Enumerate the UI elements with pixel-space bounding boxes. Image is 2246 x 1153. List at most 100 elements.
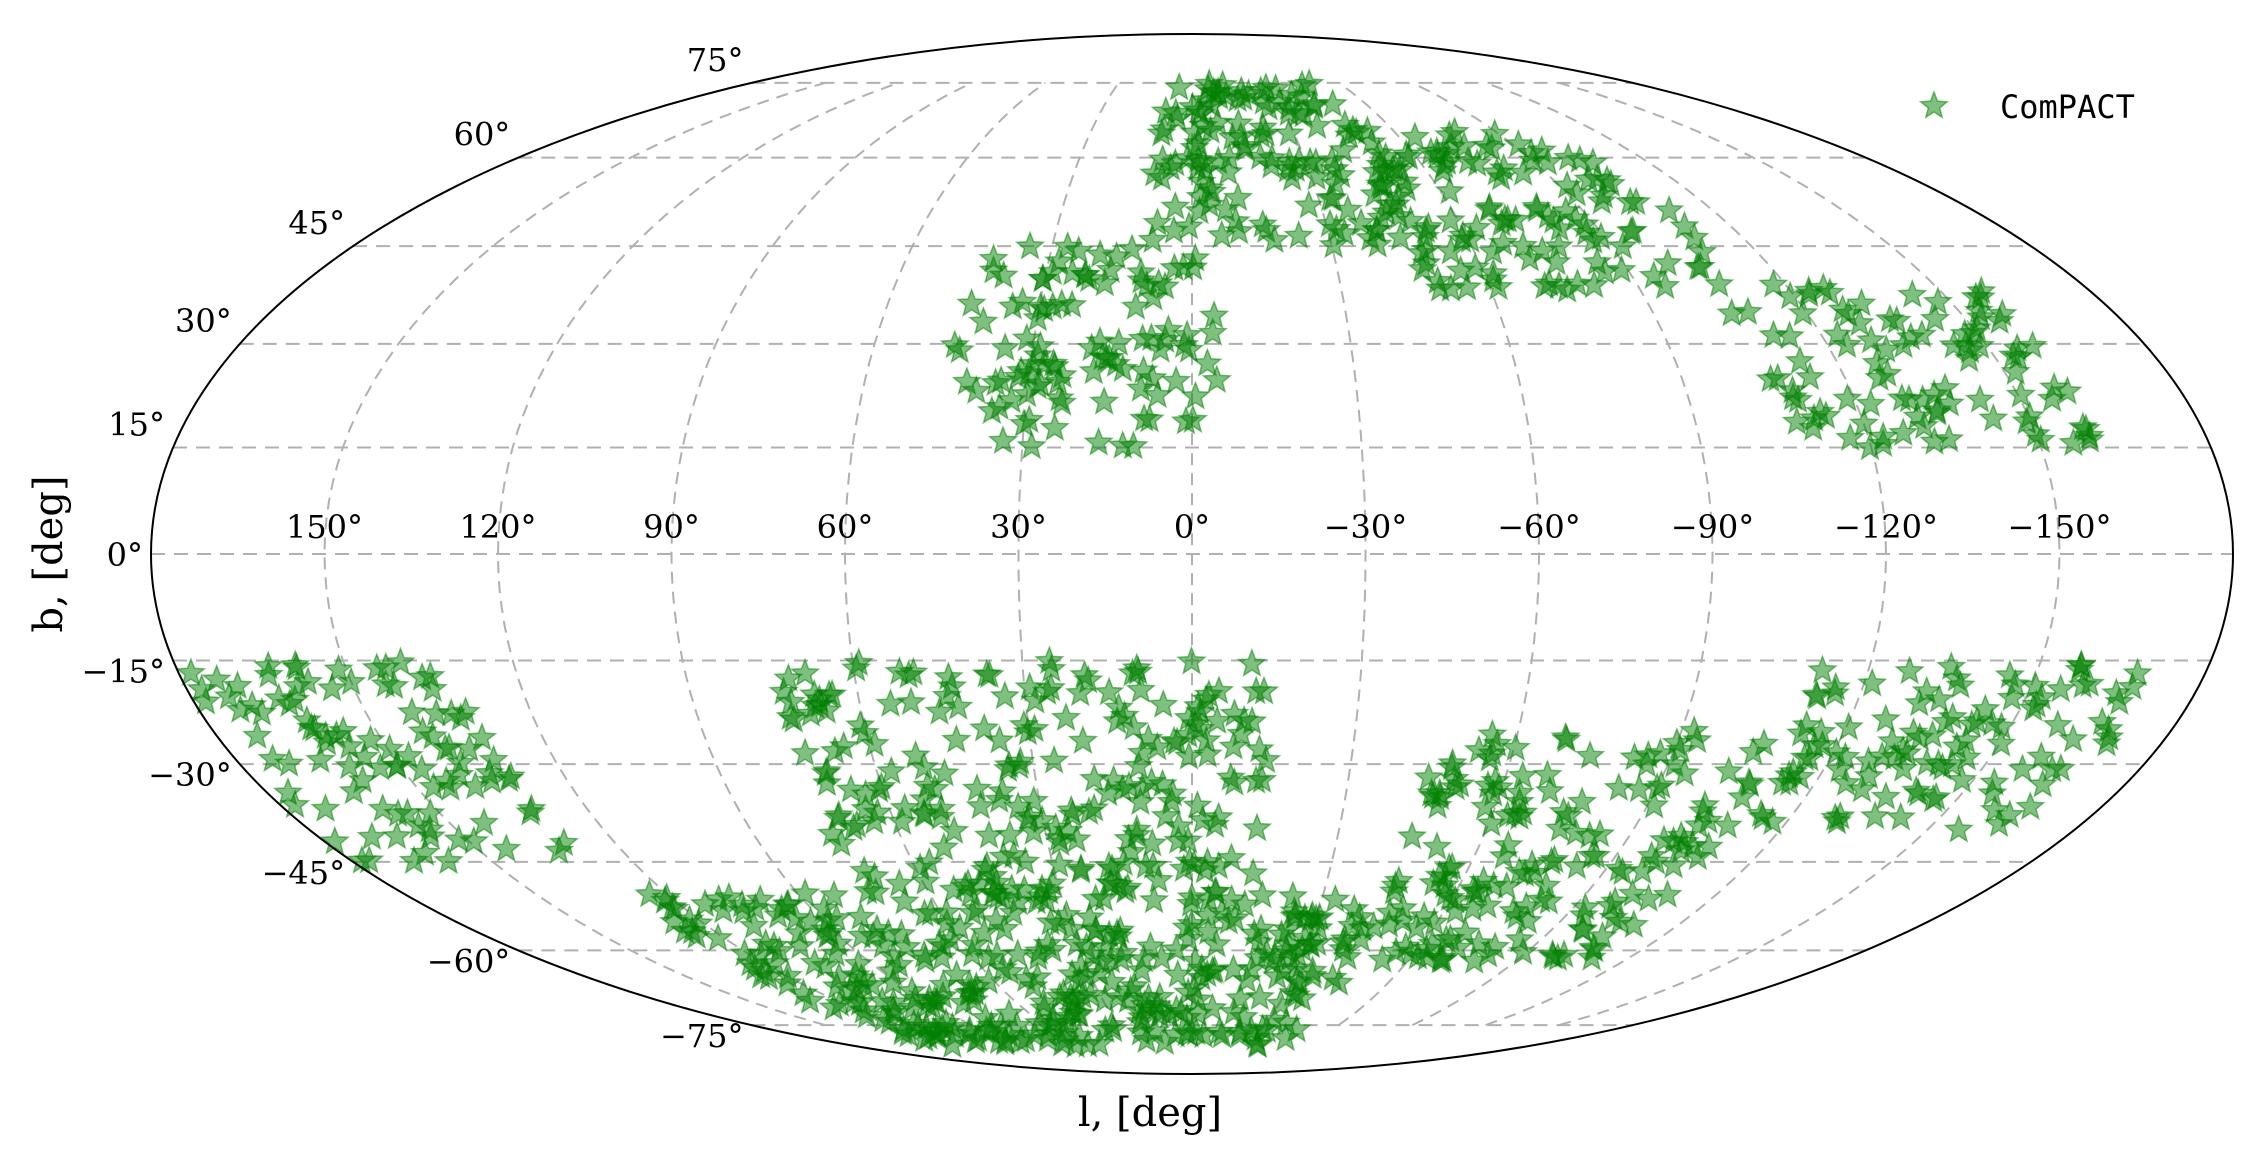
star-point [1970,693,2001,723]
star-point [1147,768,1178,798]
star-point [1485,161,1517,191]
star-point [1361,156,1392,186]
star-point [975,1015,1007,1045]
star-point [2122,657,2153,687]
star-point [1173,923,1205,953]
star-point [1286,69,1318,99]
longitude-tick-labels: 150° 120° 90° 60° 30° 0° −30° −60° −90° −120° −150… [286,508,2111,546]
data-points [175,67,2153,1059]
star-point [1113,770,1145,800]
star-point [845,901,876,931]
star-point [1543,230,1574,260]
star-point [1448,130,1480,160]
star-point [1125,674,1157,704]
star-point [292,666,324,696]
star-point [1293,189,1325,219]
star-point [1831,382,1863,412]
star-point [2074,423,2106,453]
y-axis-label: b, [deg] [26,475,72,632]
star-point [1253,91,1284,121]
star-point [382,749,413,779]
star-point [1228,1001,1259,1031]
star-point [1396,820,1428,850]
star-point [973,819,1005,849]
star-point [1515,137,1547,167]
star-point [1500,732,1531,762]
star-point [925,793,957,823]
star-point [659,892,690,922]
star-point [1198,76,1229,106]
star-point [1819,677,1851,707]
star-point [1578,224,1609,254]
star-point [1919,303,1951,333]
longitude-tick-label: −60° [1497,508,1581,546]
star-point [1078,792,1110,822]
star-point [1223,107,1254,137]
star-point [1301,161,1332,191]
star-point [1686,236,1718,266]
star-point [1807,729,1838,759]
star-point [1504,923,1535,953]
star-point [893,659,925,689]
star-point [1853,760,1885,790]
star-point [788,977,819,1007]
star-point [1678,715,1710,745]
star-point [808,892,840,922]
latitude-tick-labels: 75° 60° 45° 30° 15° 0° −15° −30° −45° −60° −75° [81,41,743,1055]
map-boundary [150,33,2234,1075]
legend: ComPACT [1918,88,2135,126]
star-point [1096,867,1127,898]
star-point [1137,223,1168,254]
star-point [1338,893,1370,923]
star-point [1570,891,1601,921]
star-point [1586,185,1617,215]
star-point [2067,411,2099,441]
star-point [1504,786,1535,816]
star-point [1158,725,1190,755]
star-point [1247,879,1278,909]
star-point [895,686,927,716]
star-point [1399,121,1431,151]
star-point [968,712,1000,742]
star-point [1413,211,1444,241]
star-point [1758,319,1789,349]
star-point [866,771,897,801]
star-point [1477,737,1508,767]
star-point [1712,809,1743,839]
star-point [1507,760,1539,790]
star-point [1804,396,1836,426]
star-point [291,704,323,734]
star-point [515,796,546,826]
star-point [1184,712,1216,743]
star-point [1897,278,1928,308]
star-point [1014,404,1045,434]
star-point [702,922,734,952]
star-point [1201,705,1233,735]
star-point [1435,923,1466,953]
star-point [1362,228,1393,258]
star-point [2014,400,2045,430]
star-point [1949,318,1980,348]
star-point [1153,313,1184,344]
star-point [1434,119,1465,149]
star-point [1807,654,1838,684]
star-point [1658,849,1689,879]
star-point [1814,276,1846,306]
star-point [1856,667,1888,697]
star-point [2057,723,2089,753]
star-point [1784,345,1816,375]
star-point [1436,851,1468,881]
star-point [1018,785,1050,815]
star-point [468,806,500,837]
star-point [823,927,854,957]
star-point [1320,883,1351,913]
longitude-tick-label: −150° [2008,508,2112,546]
star-point [1046,386,1078,416]
star-point [908,751,940,781]
star-point [1445,254,1476,284]
star-point [1163,810,1194,840]
star-point [1222,83,1253,113]
star-point [1118,970,1150,1000]
star-point [1244,733,1275,763]
